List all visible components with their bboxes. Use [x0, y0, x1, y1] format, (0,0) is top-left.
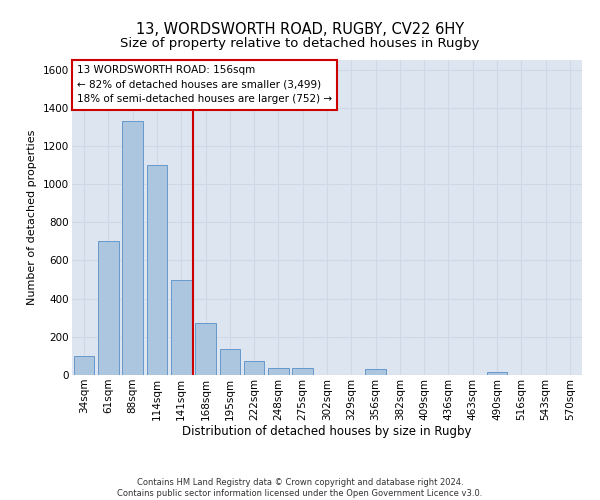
Y-axis label: Number of detached properties: Number of detached properties [28, 130, 37, 305]
Bar [195, 322, 216, 375]
Bar [268, 368, 289, 375]
Text: 13 WORDSWORTH ROAD: 156sqm
← 82% of detached houses are smaller (3,499)
18% of s: 13 WORDSWORTH ROAD: 156sqm ← 82% of deta… [77, 64, 332, 104]
Bar [146, 165, 167, 375]
Text: Size of property relative to detached houses in Rugby: Size of property relative to detached ho… [121, 38, 479, 51]
Bar [98, 242, 119, 375]
Bar [122, 121, 143, 375]
Bar [487, 372, 508, 375]
Text: 13, WORDSWORTH ROAD, RUGBY, CV22 6HY: 13, WORDSWORTH ROAD, RUGBY, CV22 6HY [136, 22, 464, 38]
Bar [292, 368, 313, 375]
Bar [244, 362, 265, 375]
Bar [365, 370, 386, 375]
Bar [74, 356, 94, 375]
Bar [220, 349, 240, 375]
X-axis label: Distribution of detached houses by size in Rugby: Distribution of detached houses by size … [182, 426, 472, 438]
Text: Contains HM Land Registry data © Crown copyright and database right 2024.
Contai: Contains HM Land Registry data © Crown c… [118, 478, 482, 498]
Bar [171, 280, 191, 375]
